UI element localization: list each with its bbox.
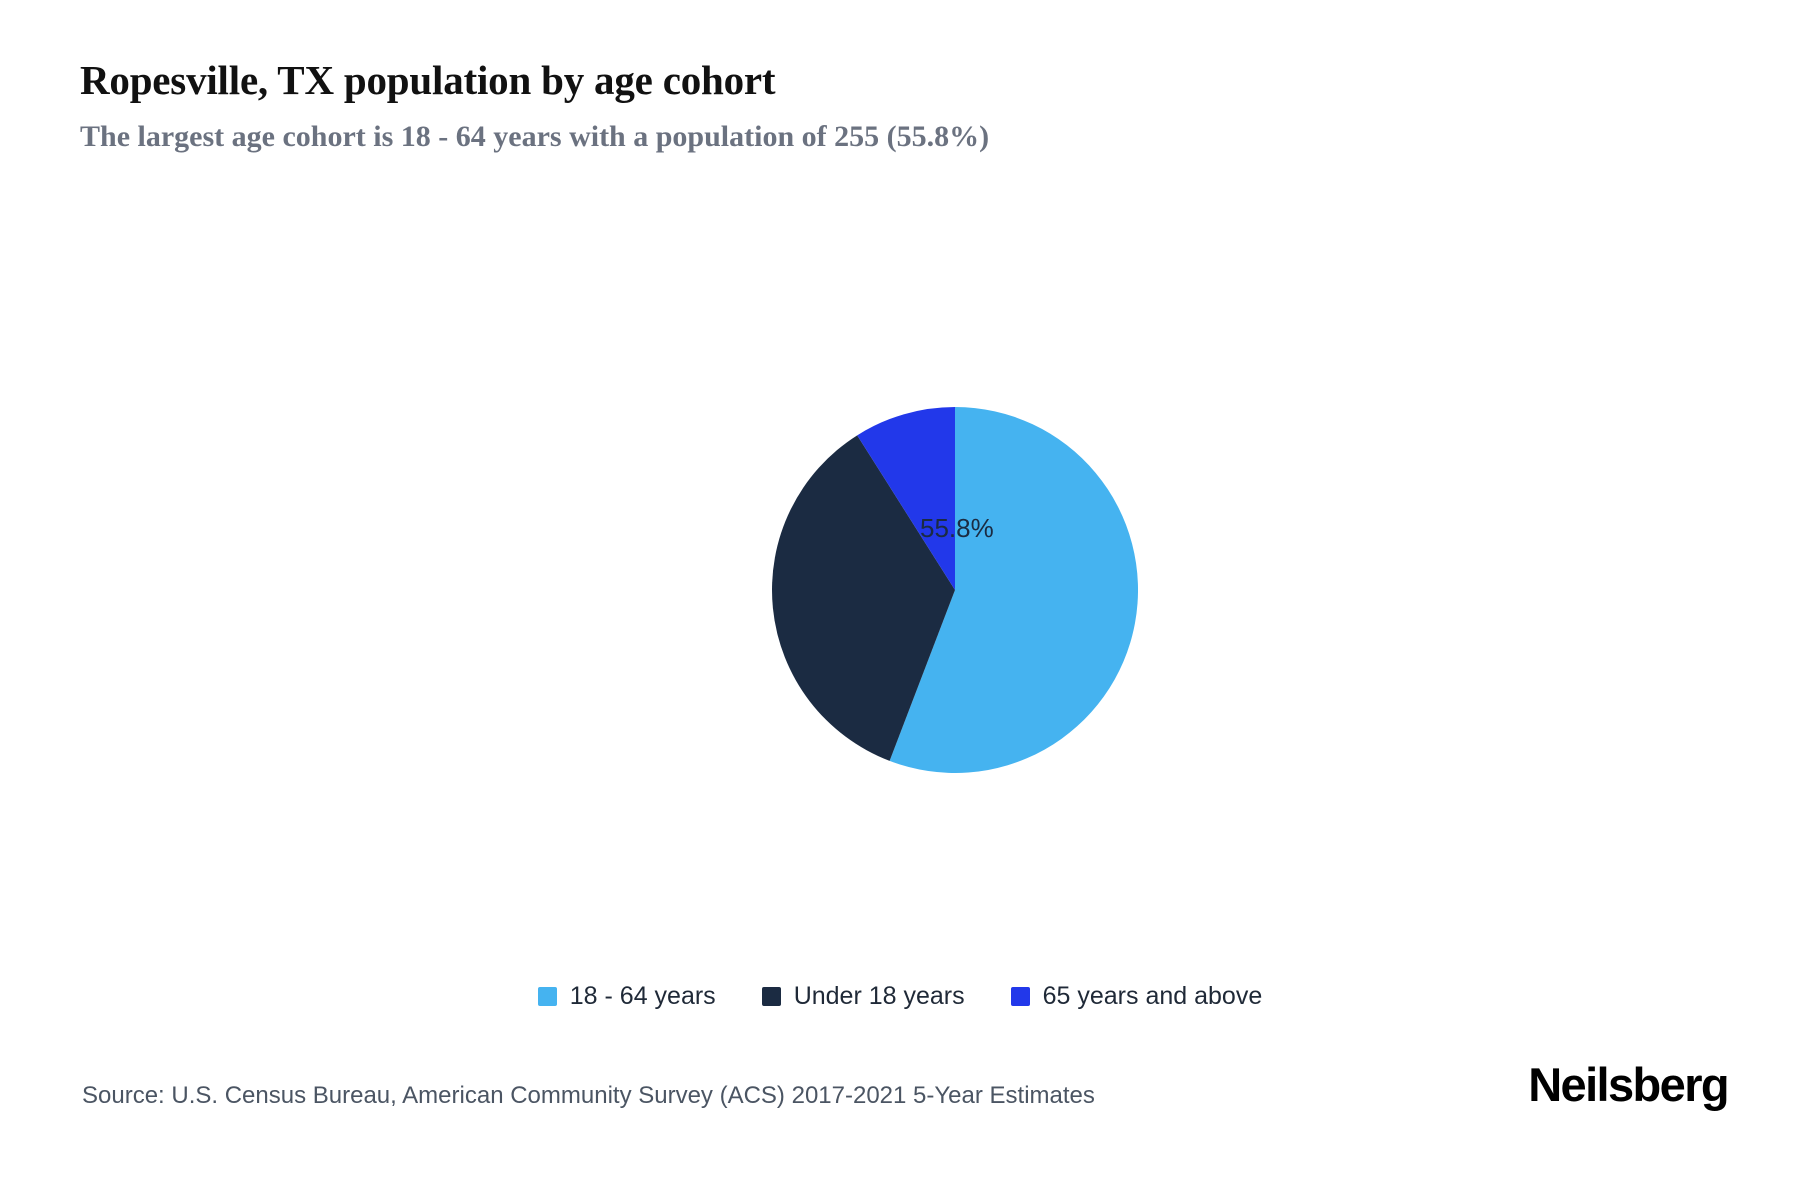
chart-subtitle: The largest age cohort is 18 - 64 years … (80, 120, 990, 153)
pie-slice-label-under-18-years: 35.2% (660, 430, 734, 460)
pie-slice-65-years-and-above[interactable] (857, 407, 955, 590)
source-note: Source: U.S. Census Bureau, American Com… (82, 1082, 1095, 1109)
pie-slice-label-65-years-and-above: 8.97% (659, 664, 733, 694)
legend-item-label: 65 years and above (1042, 982, 1263, 1010)
legend-item-under-18-years[interactable]: Under 18 years (761, 982, 965, 1010)
legend-item-label: Under 18 years (793, 982, 965, 1010)
chart-legend: 18 - 64 years Under 18 years 65 years an… (0, 982, 1800, 1010)
legend-swatch-icon (761, 986, 781, 1006)
legend-item-label: 18 - 64 years (569, 982, 716, 1010)
pie-slice-under-18-years[interactable] (772, 435, 955, 761)
pie-chart-svg (772, 407, 1138, 773)
legend-item-65-years-and-above[interactable]: 65 years and above (1010, 982, 1263, 1010)
page-title: Ropesville, TX population by age cohort (80, 57, 776, 103)
brand-logo: Neilsberg (1528, 1058, 1729, 1111)
pie-chart (772, 407, 1138, 773)
pie-slice-18-64-years[interactable] (889, 407, 1138, 773)
legend-swatch-icon (537, 986, 557, 1006)
legend-swatch-icon (1010, 986, 1030, 1006)
legend-item-18-64-years[interactable]: 18 - 64 years (537, 982, 716, 1010)
